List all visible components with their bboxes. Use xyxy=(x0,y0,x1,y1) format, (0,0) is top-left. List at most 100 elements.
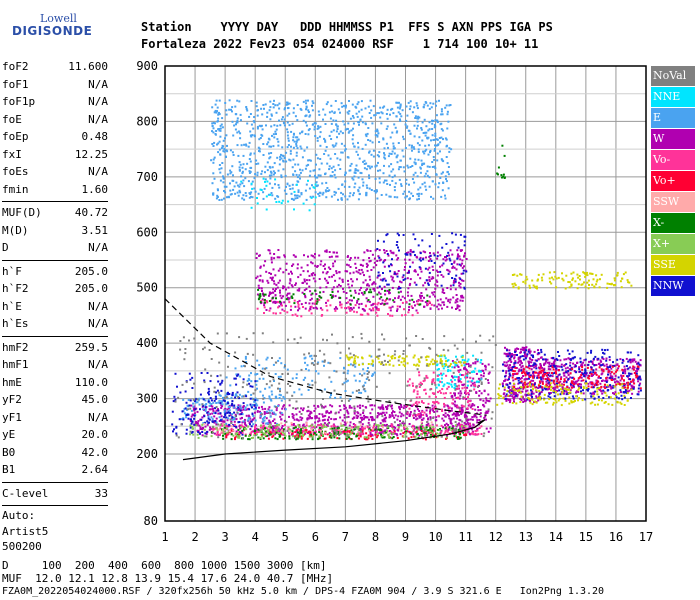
echo-point xyxy=(569,391,572,394)
echo-point xyxy=(297,309,299,312)
echo-point xyxy=(585,373,588,376)
echo-point xyxy=(503,388,506,391)
echo-point xyxy=(377,169,379,172)
echo-point xyxy=(431,276,434,279)
echo-point xyxy=(391,176,394,179)
echo-point xyxy=(275,409,278,412)
echo-point xyxy=(396,196,399,199)
echo-point xyxy=(365,184,368,187)
echo-point xyxy=(435,104,437,107)
echo-point xyxy=(208,412,211,415)
echo-point xyxy=(483,405,486,408)
echo-point xyxy=(234,128,237,131)
echo-point xyxy=(341,431,344,434)
echo-point xyxy=(592,395,595,398)
echo-point xyxy=(605,386,608,389)
echo-point xyxy=(568,396,571,399)
echo-point xyxy=(339,130,342,133)
echo-point xyxy=(373,261,376,264)
echo-point xyxy=(441,365,444,368)
echo-point xyxy=(577,399,579,402)
echo-point xyxy=(272,363,275,366)
echo-point xyxy=(598,387,601,389)
echo-point xyxy=(294,305,297,308)
echo-point xyxy=(362,259,365,262)
echo-point xyxy=(584,368,587,371)
echo-point xyxy=(418,116,421,119)
echo-point xyxy=(516,354,518,356)
echo-point xyxy=(278,200,281,203)
echo-point xyxy=(283,189,286,192)
echo-point xyxy=(614,381,616,384)
echo-point xyxy=(270,256,273,259)
echo-point xyxy=(617,392,620,395)
echo-point xyxy=(248,417,251,420)
echo-point xyxy=(469,364,472,367)
echo-point xyxy=(454,301,457,304)
echo-point xyxy=(380,432,382,435)
echo-point xyxy=(358,391,361,394)
echo-point xyxy=(436,364,438,367)
echo-point xyxy=(389,183,391,186)
echo-point xyxy=(302,407,305,410)
echo-point xyxy=(231,165,234,168)
echo-point xyxy=(463,235,466,238)
echo-point xyxy=(173,428,175,431)
echo-point xyxy=(510,391,513,394)
echo-point xyxy=(376,130,379,133)
echo-point xyxy=(348,258,351,261)
echo-point xyxy=(347,415,350,418)
echo-point xyxy=(443,405,446,408)
echo-point xyxy=(531,398,534,401)
echo-point xyxy=(453,383,456,386)
echo-point xyxy=(565,274,568,277)
echo-point xyxy=(245,144,248,147)
echo-point xyxy=(219,124,222,127)
echo-point xyxy=(453,366,456,369)
echo-point xyxy=(579,361,582,364)
echo-point xyxy=(299,273,302,276)
echo-point xyxy=(302,202,305,205)
echo-point xyxy=(442,262,445,265)
echo-point xyxy=(439,265,441,268)
echo-point xyxy=(580,392,583,395)
echo-point xyxy=(196,410,199,413)
echo-point xyxy=(213,177,216,180)
echo-point xyxy=(399,105,402,108)
echo-point xyxy=(416,120,419,123)
echo-point xyxy=(189,399,192,402)
echo-point xyxy=(274,178,277,181)
echo-point xyxy=(227,417,230,420)
echo-point xyxy=(548,381,551,384)
echo-point xyxy=(451,266,454,269)
echo-point xyxy=(264,407,267,410)
echo-point xyxy=(253,116,256,118)
echo-point xyxy=(580,390,582,393)
echo-point xyxy=(191,376,194,379)
echo-point xyxy=(417,244,420,247)
echo-point xyxy=(505,361,508,364)
echo-point xyxy=(553,271,556,274)
echo-point xyxy=(278,397,281,399)
echo-point xyxy=(262,292,264,295)
echo-point xyxy=(174,398,177,401)
echo-point xyxy=(576,273,579,276)
echo-point xyxy=(619,379,622,382)
echo-point xyxy=(343,185,346,188)
echo-point xyxy=(378,413,381,416)
echo-point xyxy=(335,255,338,258)
echo-point xyxy=(279,294,282,297)
echo-point xyxy=(273,380,275,382)
echo-point xyxy=(517,358,520,361)
echo-point xyxy=(624,389,627,391)
echo-point xyxy=(344,270,347,273)
echo-point xyxy=(236,391,239,394)
echo-point xyxy=(483,372,485,375)
echo-point xyxy=(373,429,376,432)
echo-point xyxy=(517,387,520,390)
echo-point xyxy=(445,360,447,363)
echo-point xyxy=(322,191,325,194)
echo-point xyxy=(533,383,536,386)
echo-point xyxy=(529,400,531,402)
echo-point xyxy=(606,348,609,351)
